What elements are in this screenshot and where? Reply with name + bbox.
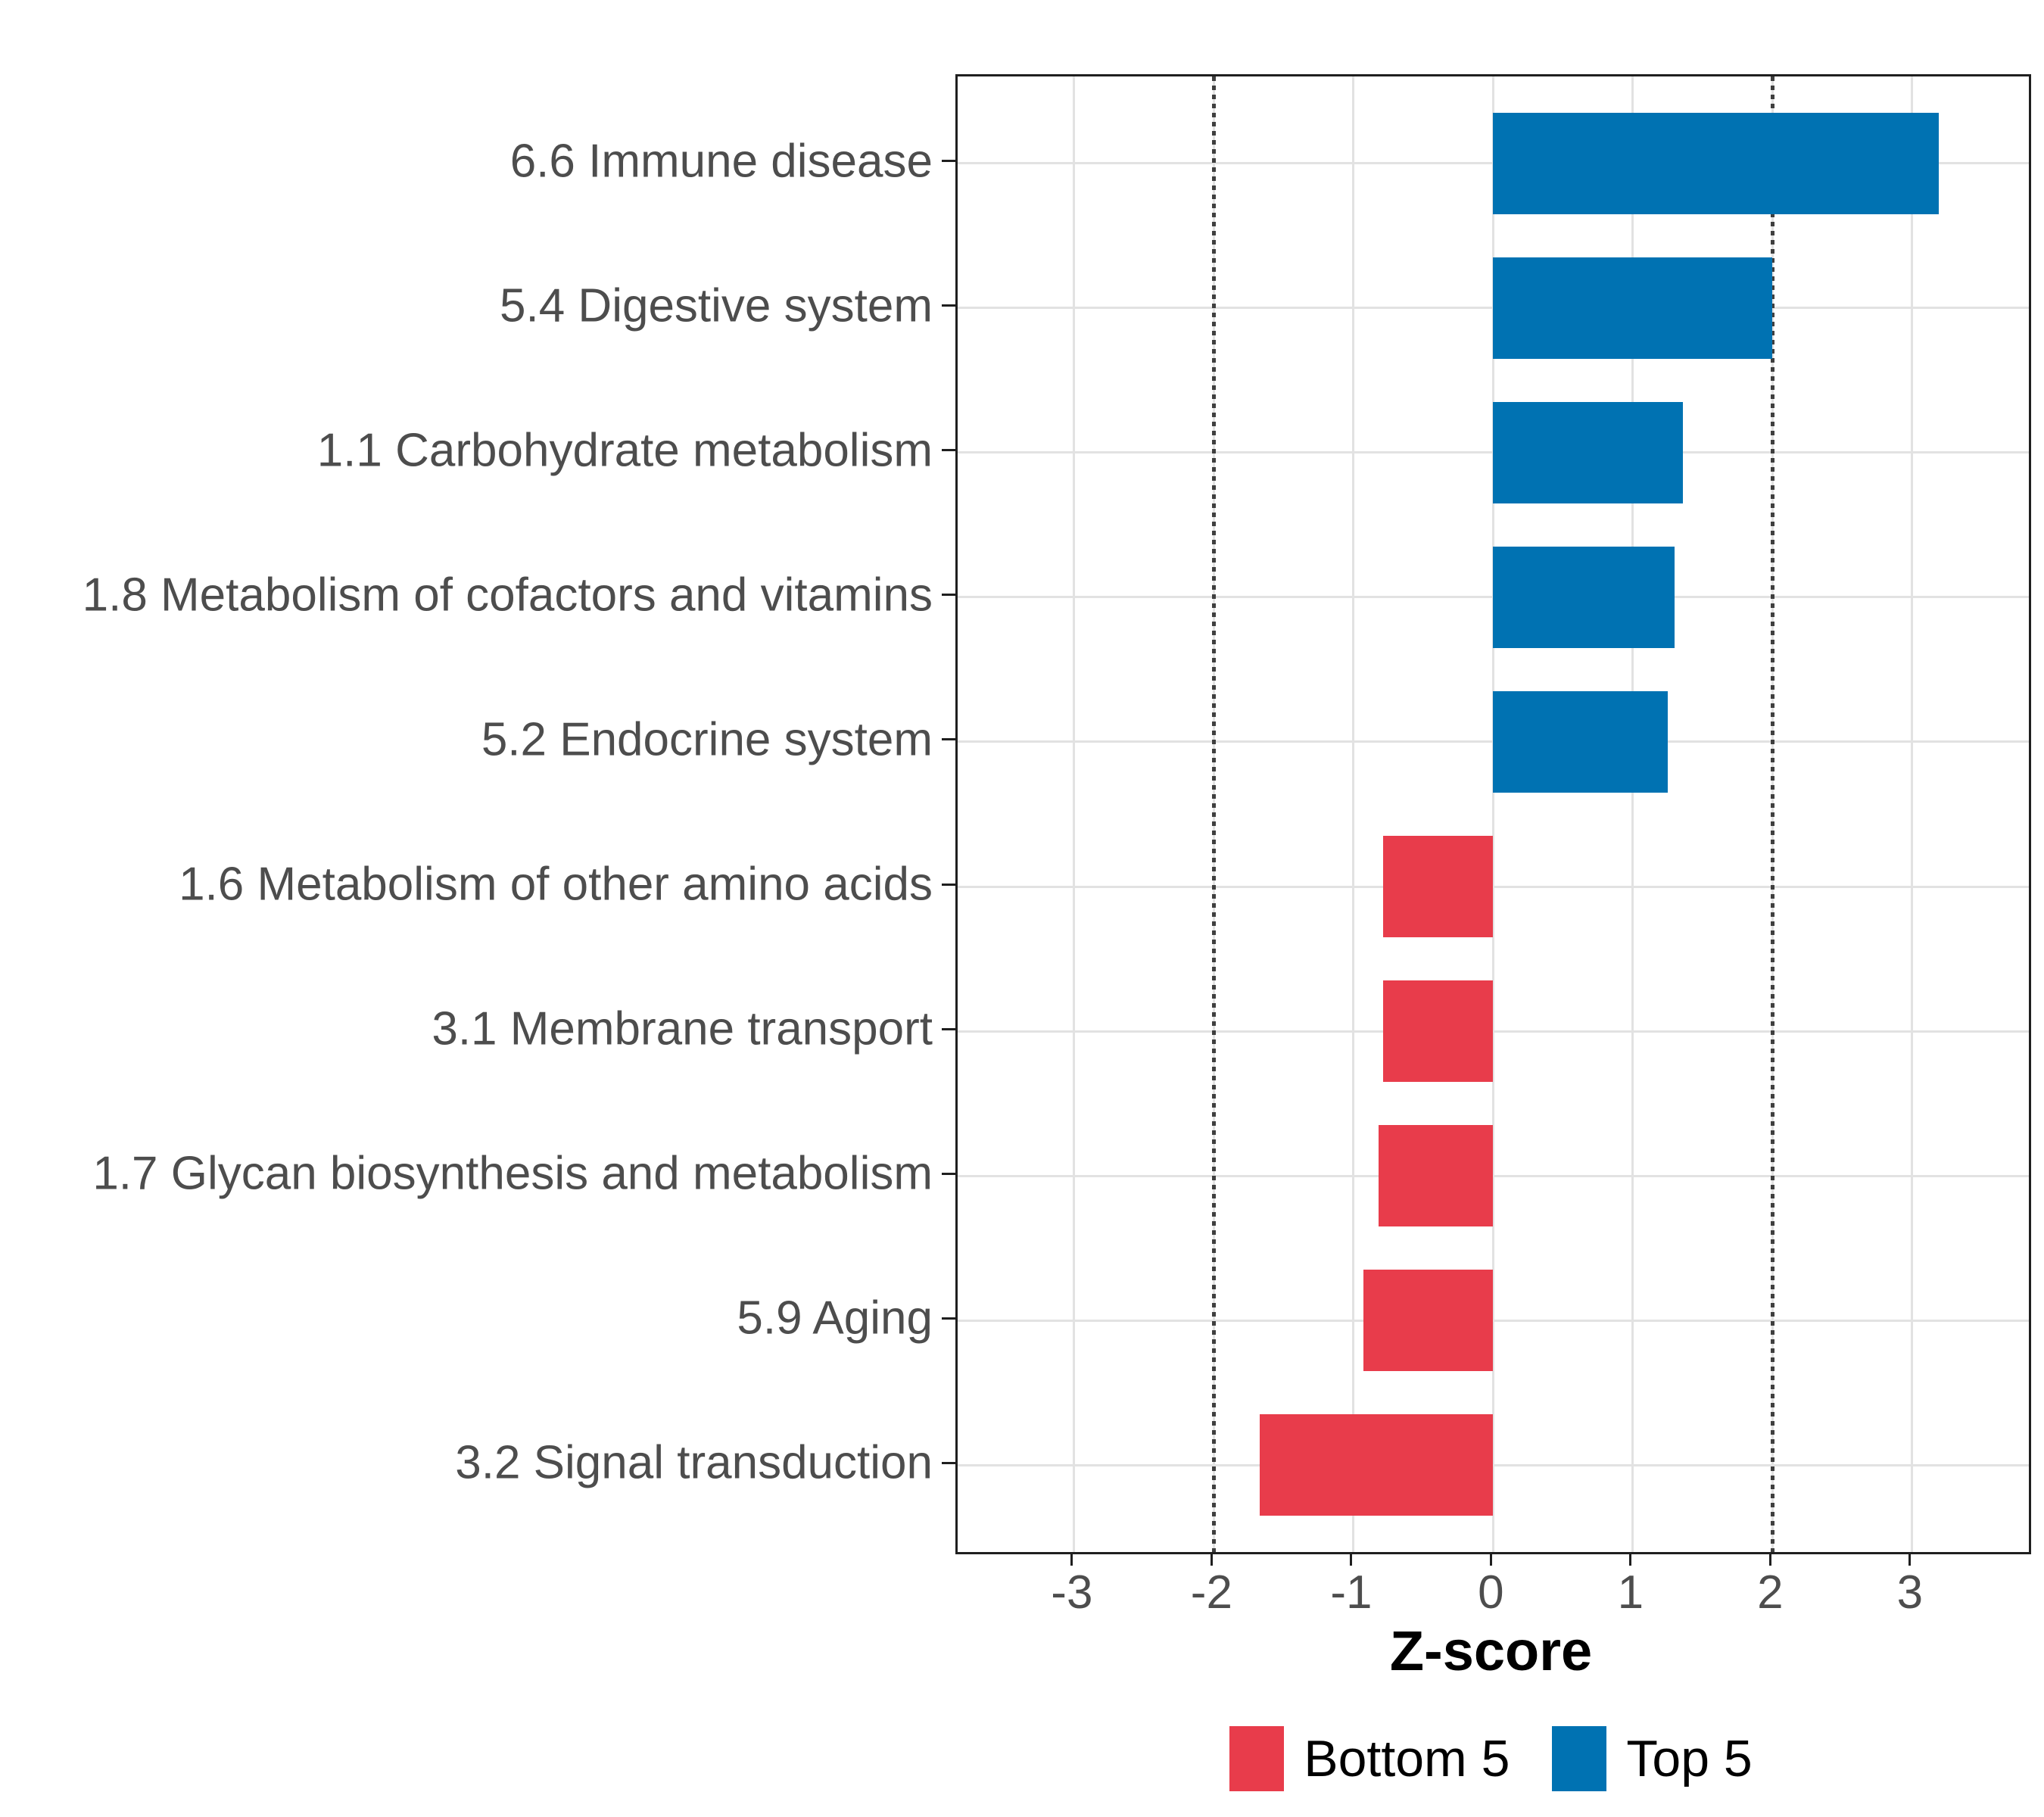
- x-axis-title: Z-score: [1389, 1619, 1593, 1682]
- y-axis-label: 3.2 Signal transduction: [455, 1436, 933, 1489]
- x-axis-tick-label: -3: [1051, 1566, 1093, 1619]
- legend-item-bottom5: Bottom 5: [1229, 1726, 1510, 1791]
- horizontal-gridline: [958, 1463, 2029, 1466]
- x-axis-tick-label: 1: [1617, 1566, 1644, 1619]
- bar-top5: [1493, 546, 1675, 648]
- legend: Bottom 5 Top 5: [955, 1726, 2027, 1791]
- legend-swatch-1: [1552, 1726, 1607, 1791]
- bar-top5: [1493, 112, 1939, 214]
- bar-top5: [1493, 401, 1684, 503]
- bar-bottom5: [1382, 980, 1494, 1083]
- bar-bottom5: [1382, 836, 1494, 938]
- bar-bottom5: [1363, 1270, 1494, 1372]
- x-axis-tick: [1768, 1552, 1771, 1566]
- bar-bottom5: [1260, 1414, 1494, 1516]
- horizontal-gridline: [958, 885, 2029, 888]
- x-axis-tick-label: 2: [1757, 1566, 1784, 1619]
- y-axis-label: 5.2 Endocrine system: [481, 713, 933, 766]
- reference-line: [1770, 76, 1774, 1552]
- plot-panel: [955, 74, 2031, 1554]
- horizontal-gridline: [958, 1174, 2029, 1177]
- y-axis-tick: [942, 1461, 955, 1464]
- y-axis-tick: [942, 1317, 955, 1320]
- x-axis-tick: [1350, 1552, 1353, 1566]
- horizontal-gridline: [958, 1319, 2029, 1322]
- x-axis-tick: [1629, 1552, 1632, 1566]
- y-axis-label: 5.9 Aging: [737, 1292, 933, 1345]
- legend-label-bottom5: Bottom 5: [1304, 1730, 1510, 1787]
- y-axis-label: 3.1 Membrane transport: [432, 1002, 933, 1055]
- y-axis-label: 1.8 Metabolism of cofactors and vitamins: [82, 569, 933, 622]
- bar-layer: [958, 76, 2029, 1552]
- y-axis-tick: [942, 883, 955, 886]
- vertical-gridline: [1073, 76, 1076, 1552]
- y-axis-tick: [942, 304, 955, 307]
- y-axis-tick: [942, 160, 955, 163]
- horizontal-gridline: [958, 1030, 2029, 1033]
- y-axis-tick: [942, 449, 955, 452]
- y-axis-label: 1.1 Carbohydrate metabolism: [316, 424, 933, 477]
- reference-line-layer: [958, 76, 2029, 1552]
- y-axis-label: 1.7 Glycan biosynthesis and metabolism: [92, 1147, 933, 1200]
- y-axis-tick: [942, 594, 955, 597]
- reference-line: [1211, 76, 1216, 1552]
- legend-item-top5: Top 5: [1552, 1726, 1753, 1791]
- y-axis-tick: [942, 1027, 955, 1030]
- x-axis-tick: [1908, 1552, 1912, 1566]
- vertical-gridline: [1491, 76, 1494, 1552]
- x-axis-tick-label: -2: [1190, 1566, 1232, 1619]
- y-axis-label: 6.6 Immune disease: [509, 135, 933, 188]
- y-axis-label: 1.6 Metabolism of other amino acids: [179, 858, 933, 911]
- x-axis-tick: [1070, 1552, 1073, 1566]
- x-axis-tick-label: -1: [1330, 1566, 1373, 1619]
- vertical-gridline: [1631, 76, 1634, 1552]
- x-axis-tick: [1210, 1552, 1213, 1566]
- y-axis-tick: [942, 738, 955, 741]
- x-axis-tick: [1489, 1552, 1492, 1566]
- bar-top5: [1493, 257, 1773, 359]
- x-axis-tick-label: 3: [1896, 1566, 1924, 1619]
- legend-swatch-0: [1229, 1726, 1285, 1791]
- y-axis-tick: [942, 1172, 955, 1175]
- legend-label-top5: Top 5: [1626, 1730, 1753, 1787]
- vertical-gridline: [1911, 76, 1914, 1552]
- x-axis-tick-label: 0: [1478, 1566, 1504, 1619]
- y-axis-label: 5.4 Digestive system: [500, 279, 933, 332]
- bar-bottom5: [1379, 1125, 1494, 1227]
- bar-top5: [1493, 690, 1669, 793]
- vertical-gridline: [1352, 76, 1355, 1552]
